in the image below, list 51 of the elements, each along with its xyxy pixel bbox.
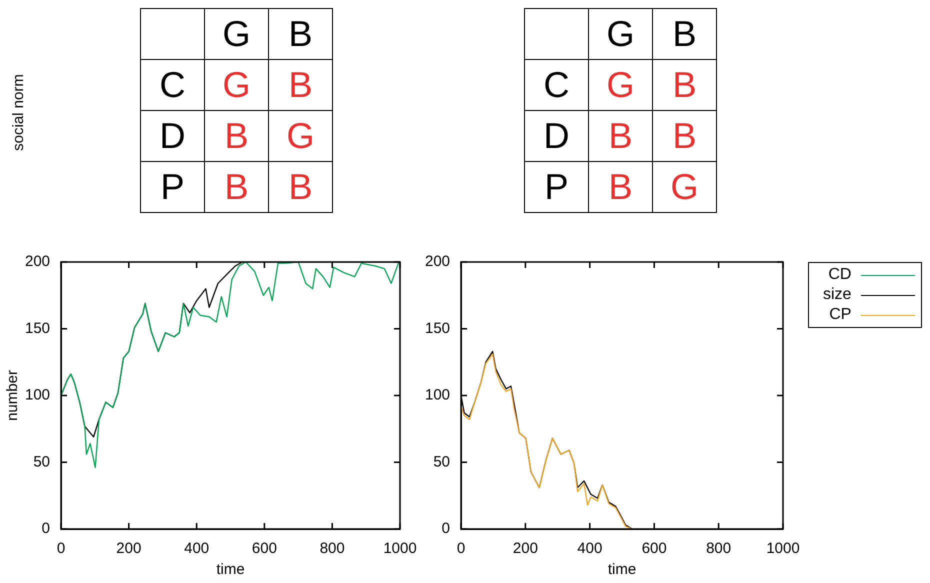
category-label: D bbox=[160, 115, 186, 156]
text: B bbox=[288, 166, 312, 207]
x-tick-label: 200 bbox=[512, 540, 538, 558]
y-tick-label: 150 bbox=[424, 320, 450, 337]
text: B bbox=[224, 166, 248, 207]
x-tick-label: 600 bbox=[252, 540, 277, 558]
x-tick-label: 400 bbox=[577, 540, 602, 558]
text: G bbox=[670, 166, 698, 207]
x-tick-label: 800 bbox=[320, 540, 345, 558]
y-tick-label: 200 bbox=[24, 253, 50, 270]
x-tick-label: 0 bbox=[56, 540, 66, 558]
x-tick-label: 200 bbox=[116, 540, 142, 558]
legend-label: size bbox=[823, 285, 852, 305]
text: B bbox=[608, 166, 632, 207]
y-axis-title: number bbox=[4, 370, 22, 421]
category-label: B bbox=[268, 8, 332, 60]
y-tick-label: 100 bbox=[24, 386, 50, 404]
x-axis-title: time bbox=[216, 561, 245, 578]
x-tick-label: 0 bbox=[456, 540, 466, 558]
text: G bbox=[606, 64, 634, 105]
y-tick-label: 0 bbox=[42, 520, 50, 538]
text: social norm bbox=[9, 74, 26, 150]
category-label: B bbox=[652, 8, 716, 60]
category-label: G bbox=[588, 8, 652, 60]
category-label: C bbox=[160, 64, 186, 105]
y-tick-label: 150 bbox=[24, 320, 50, 337]
x-tick-label: 1000 bbox=[766, 540, 800, 558]
legend-label: CD bbox=[828, 265, 852, 285]
x-tick-label: 400 bbox=[184, 540, 210, 558]
y-tick-label: 50 bbox=[33, 453, 50, 470]
category-label: P bbox=[160, 166, 184, 207]
x-axis-title: time bbox=[608, 561, 636, 578]
y-tick-label: 0 bbox=[442, 520, 450, 538]
y-tick-label: 50 bbox=[433, 453, 450, 470]
category-label: D bbox=[544, 115, 570, 156]
x-tick-label: 1000 bbox=[383, 540, 417, 558]
text: B bbox=[608, 115, 632, 156]
category-label: P bbox=[544, 166, 568, 207]
text: B bbox=[288, 64, 312, 105]
text: B bbox=[672, 115, 696, 156]
x-tick-label: 800 bbox=[706, 540, 732, 558]
text: B bbox=[672, 64, 696, 105]
text: G bbox=[222, 64, 250, 105]
y-tick-label: 200 bbox=[424, 253, 450, 270]
category-label: G bbox=[204, 8, 268, 60]
y-tick-label: 100 bbox=[424, 386, 450, 404]
category-label: C bbox=[544, 64, 570, 105]
text: G bbox=[286, 115, 314, 156]
text: B bbox=[224, 115, 248, 156]
legend-label: CP bbox=[829, 305, 852, 325]
x-tick-label: 600 bbox=[642, 540, 667, 558]
